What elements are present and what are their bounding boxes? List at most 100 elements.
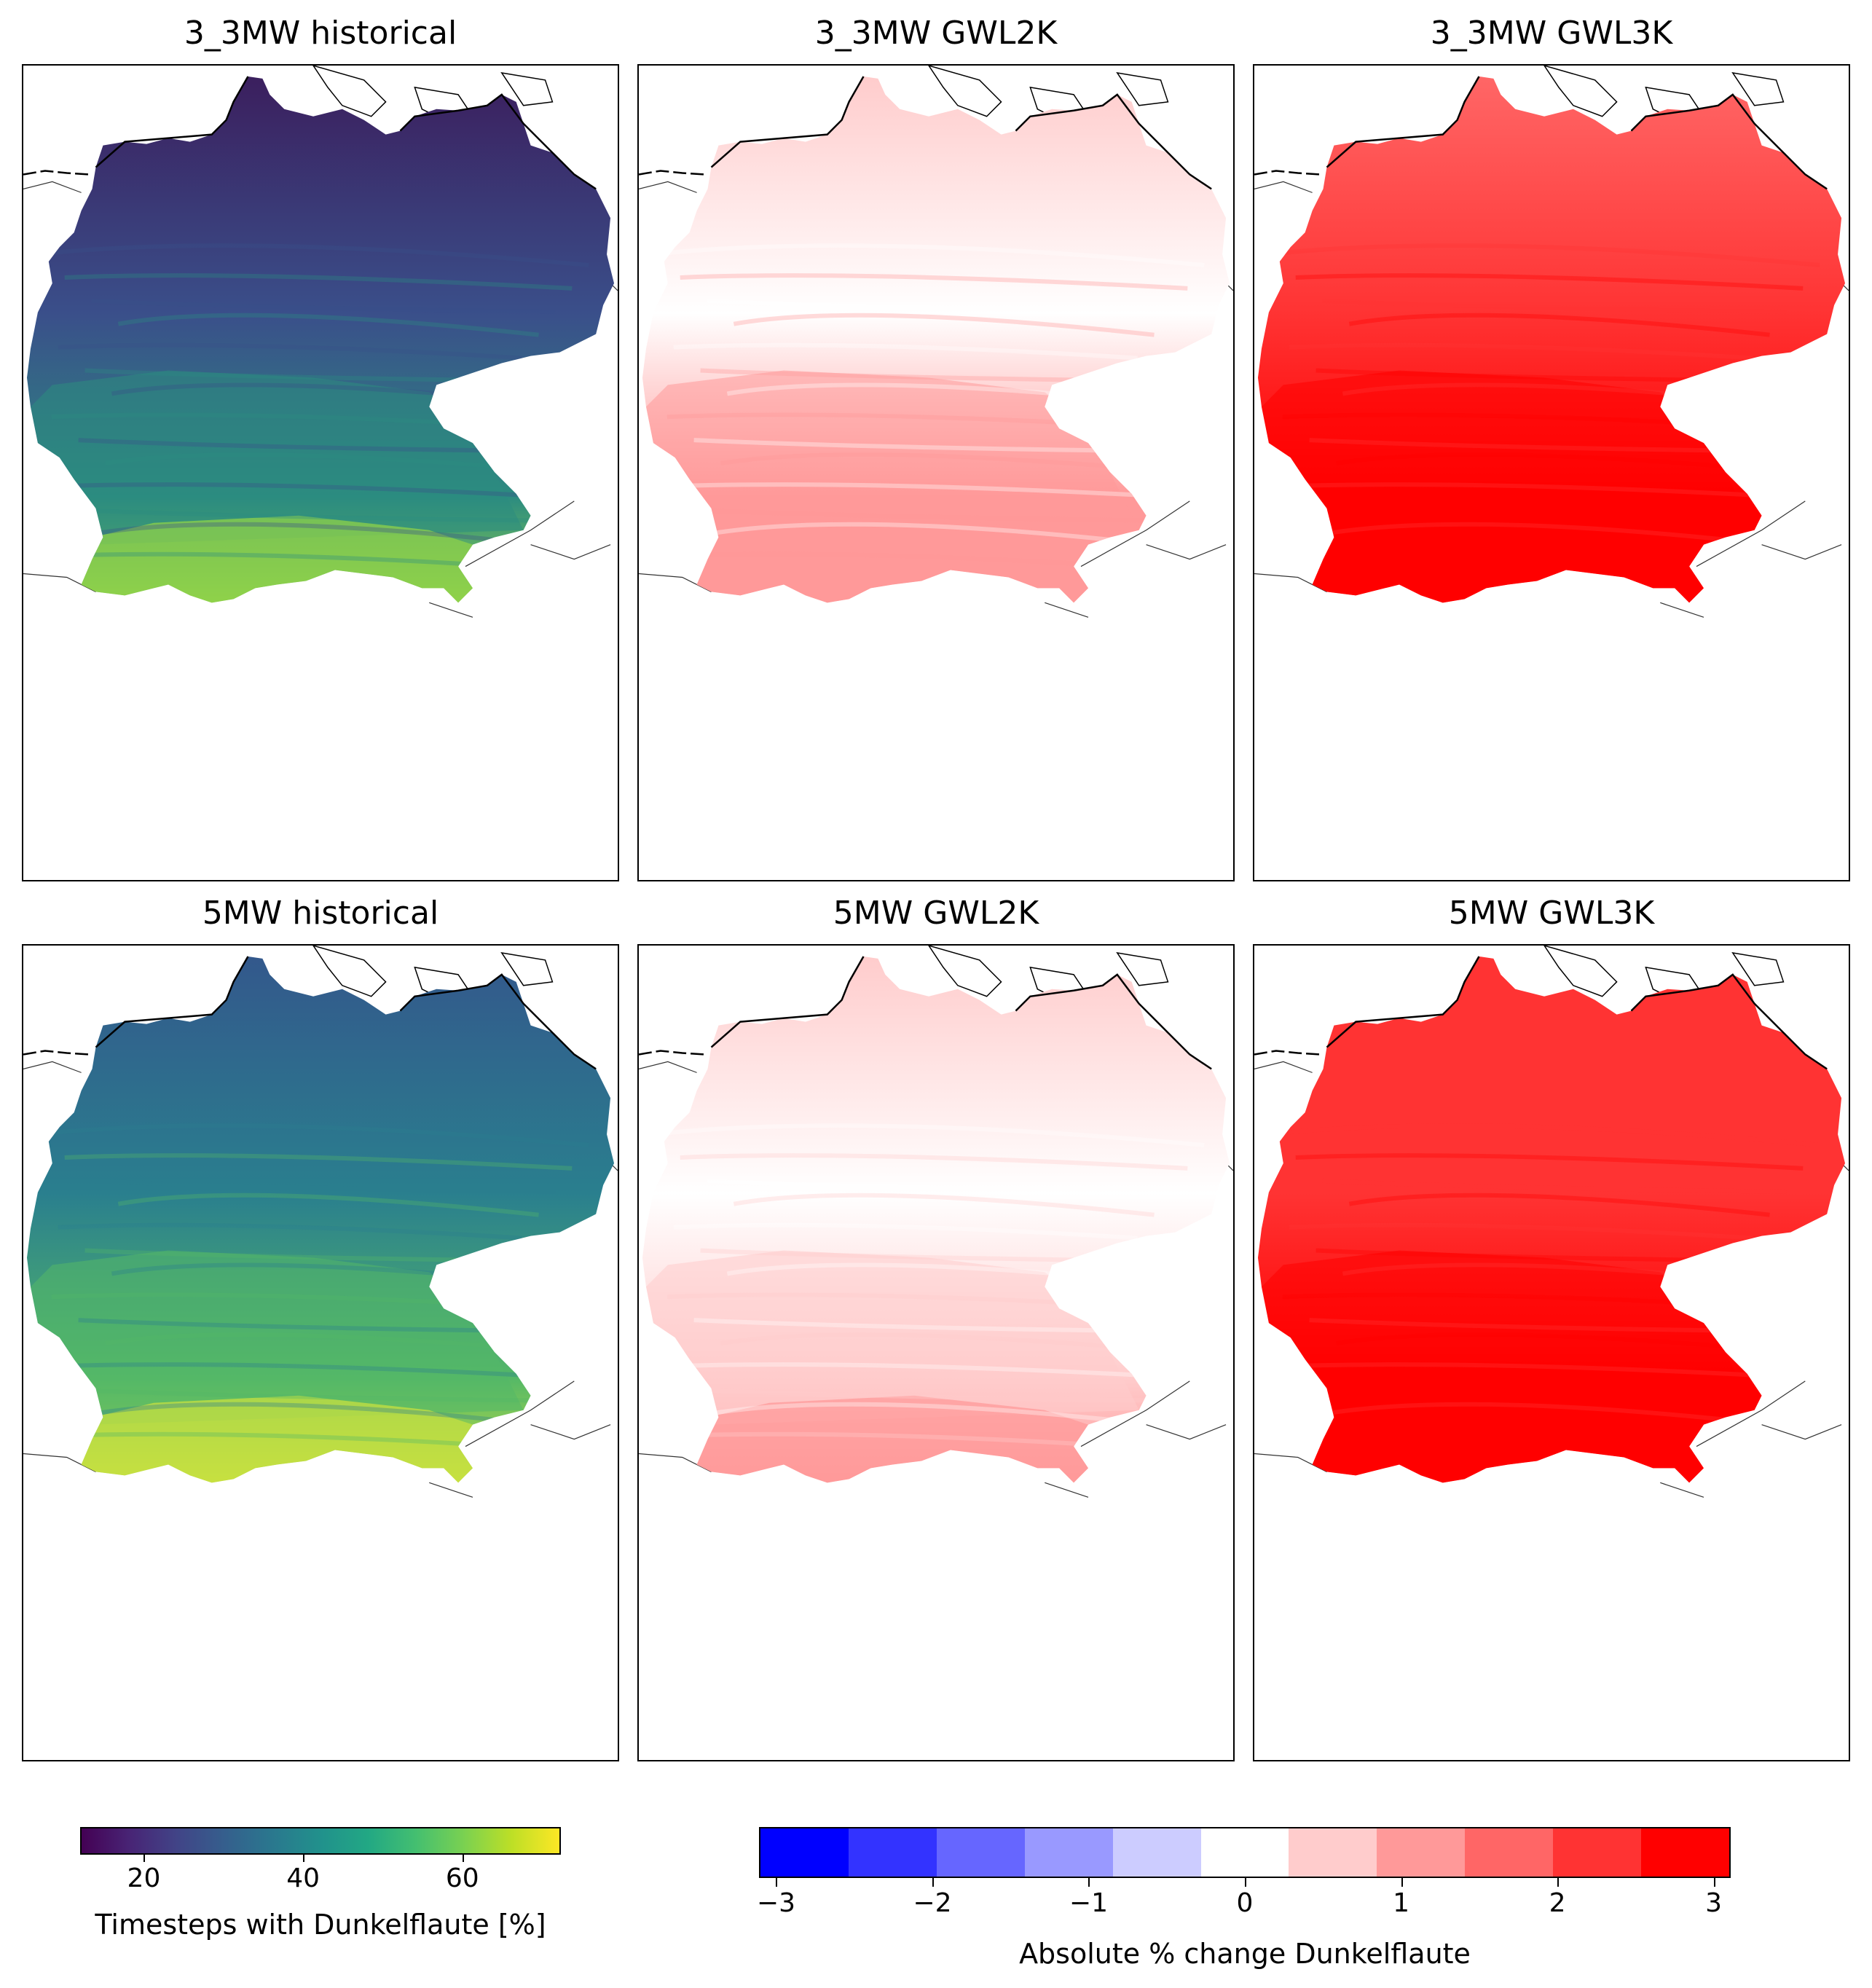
alps-region [1312,515,1704,603]
texture-streak [1275,482,1798,500]
texture-streak [37,243,589,267]
texture-streak [1329,522,1765,546]
texture-streak [1348,1193,1770,1217]
alps-region [696,515,1088,603]
colorbar-tick [1713,1878,1715,1887]
border-lines [639,1061,1233,1498]
border-lines [1254,181,1849,618]
texture-streak [38,1431,517,1450]
germany-map [1254,66,1849,618]
colorbar-historical-label: Timesteps with Dunkelflaute [%] [95,1909,546,1941]
colorbar-tick [932,1878,934,1887]
texture-streak [1302,1387,1782,1403]
regional-shading [1261,1123,1820,1483]
alps-region [1312,1395,1704,1483]
regional-shading [1261,243,1820,603]
texture-streak [1268,1123,1820,1147]
border-lines [23,1061,618,1498]
texture-streak [653,1431,1133,1450]
coastline [710,956,1212,1070]
texture-streak [71,1387,551,1403]
colorbar-tick [143,1853,146,1862]
texture-streak [653,551,1133,570]
germany-map [23,66,618,618]
texture-streak [1269,1431,1748,1450]
colorbar-bin [1465,1828,1554,1877]
germany-map [1254,946,1849,1498]
coastline-netherlands [639,1050,704,1056]
texture-streak [1309,1318,1759,1334]
colorbar-tick-label: −2 [913,1888,952,1918]
texture-streak [1289,342,1753,361]
texture-streak [714,1402,1149,1426]
texture-streak [1295,1153,1804,1171]
colorbar-gradient [80,1827,561,1855]
colorbar-tick-label: −3 [756,1888,795,1918]
colorbar-tick [1557,1878,1560,1887]
colorbar-bin [1553,1828,1642,1877]
colorbar-tick [776,1878,778,1887]
colorbar-tick-label: 60 [445,1863,479,1893]
alps-region [696,1395,1088,1483]
texture-streak [98,1402,534,1426]
regional-shading [30,1123,589,1483]
coastline [710,76,1212,190]
colorbar-bin [1200,1828,1289,1877]
texture-streak [693,1318,1144,1334]
texture-streak [660,1362,1183,1380]
colorbar-bin [1289,1828,1377,1877]
colorbar-tick-label: 1 [1393,1888,1409,1918]
texture-streak [117,1193,539,1217]
coastline [95,956,597,1070]
coastline [1326,76,1828,190]
texture-streak [91,1178,556,1194]
texture-streak [91,298,556,314]
texture-streak [1295,273,1804,291]
alps-region [81,515,473,603]
texture-streak [58,1222,522,1241]
map-5mw-gwl2k [637,944,1235,1761]
texture-streak [1322,298,1787,314]
south-region [645,1250,1139,1425]
map-3mw-gwl2k [637,64,1235,881]
colorbar-tick [303,1853,305,1862]
colorbar-tick-label: 20 [127,1863,161,1893]
texture-streak [733,1193,1155,1217]
texture-streak [1302,507,1782,523]
texture-streak [44,482,567,500]
texture-streak [98,522,534,546]
germany-map [639,66,1233,618]
colorbar-bin [1641,1828,1729,1877]
coastline-netherlands [1254,1050,1320,1056]
texture-streak [653,243,1205,267]
texture-streak [707,298,1171,314]
texture-streak [714,522,1149,546]
texture-streak [707,1178,1171,1194]
panel-title: 3_3MW historical [184,15,457,52]
coastline-netherlands [1254,170,1320,176]
texture-streak [37,1123,589,1147]
texture-streak [44,1362,567,1380]
colorbar-bin [848,1828,937,1877]
texture-streak [117,313,539,337]
colorbar-bin [760,1828,849,1877]
texture-streak [1329,1402,1765,1426]
texture-streak [660,482,1183,500]
coastline-netherlands [23,1050,89,1056]
map-3mw-historical [22,64,619,881]
colorbar-tick [1401,1878,1403,1887]
colorbar-bin [1024,1828,1113,1877]
map-3mw-gwl3k [1253,64,1850,881]
colorbar-tick [462,1853,464,1862]
texture-streak [1348,313,1770,337]
south-region [1261,1250,1755,1425]
colorbar-change: −3 −2 −1 0 1 2 3 [757,1827,1731,1918]
texture-streak [38,551,517,570]
south-region [645,370,1139,545]
colorbar-bins [759,1827,1731,1878]
panel-title: 5MW GWL2K [833,895,1039,932]
colorbar-bin [1112,1828,1201,1877]
map-5mw-gwl3k [1253,944,1850,1761]
texture-streak [1269,551,1748,570]
